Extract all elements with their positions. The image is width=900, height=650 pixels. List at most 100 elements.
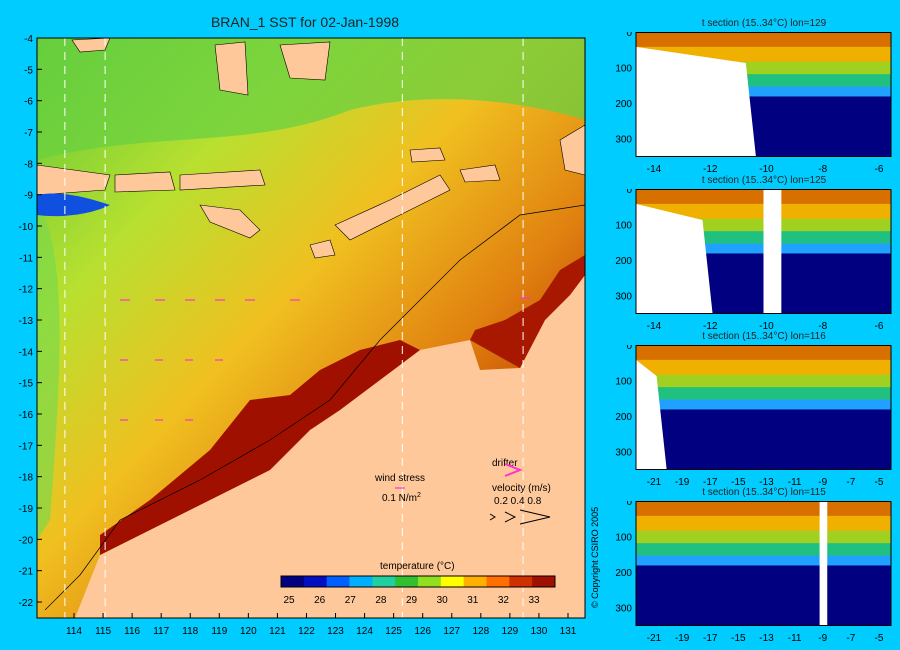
- depth-tick-label: 200: [615, 568, 632, 579]
- colorbar-tick-label: 32: [498, 595, 510, 606]
- lon-tick-label: 126: [414, 626, 431, 637]
- lon-tick-label: 130: [531, 626, 548, 637]
- lon-tick-label: 120: [240, 626, 257, 637]
- lon-tick-label: 116: [124, 626, 140, 637]
- temperature-layer: [636, 530, 891, 544]
- depth-tick-label: 0: [626, 345, 632, 352]
- lat-tick-label: -7: [846, 633, 855, 644]
- colorbar-tick-label: 30: [437, 595, 449, 606]
- lat-tick-label: -15: [731, 477, 746, 488]
- lon-tick-label: 121: [269, 626, 286, 637]
- lat-tick-label: -4: [24, 34, 33, 45]
- lat-tick-label: -6: [24, 97, 33, 108]
- velocity-scale-arrows: [489, 509, 551, 525]
- colorbar-swatch: [303, 576, 328, 587]
- lon-tick-label: 114: [66, 626, 82, 637]
- lat-tick-label: -17: [703, 633, 718, 644]
- depth-tick-label: 100: [615, 376, 632, 387]
- section-panel: 0 100 200 300 -14 -12 -10 -8 -6: [615, 189, 892, 332]
- temperature-colorbar: [280, 575, 556, 588]
- depth-tick-label: 200: [615, 256, 632, 267]
- lon-tick-label: 129: [502, 626, 519, 637]
- lat-tick-label: -19: [675, 633, 690, 644]
- map-title: BRAN_1 SST for 02-Jan-1998: [210, 14, 400, 30]
- seafloor-mask: [636, 203, 713, 313]
- lat-tick-label: -5: [875, 477, 884, 488]
- lat-tick-label: -14: [647, 164, 662, 175]
- velocity-arrows: [120, 297, 530, 421]
- lat-tick-label: -14: [647, 321, 662, 332]
- copyright-text: © Copyright CSIRO 2005: [590, 506, 600, 608]
- colorbar-ticks: 25 26 27 28 29 30 31 32 33: [283, 595, 540, 606]
- lat-tick-label: -11: [788, 477, 802, 488]
- warm-coastal-strip: [100, 340, 420, 555]
- depth-tick-label: 0: [626, 32, 632, 39]
- lon-tick-label: 127: [443, 626, 460, 637]
- depth-tick-label: 0: [626, 501, 632, 508]
- depth-tick-label: 300: [615, 603, 632, 614]
- depth-tick-label: 100: [615, 220, 632, 231]
- seafloor-mask: [636, 359, 667, 469]
- section-title: t section (15..34°C) lon=129: [701, 18, 827, 29]
- lat-tick-label: -21: [647, 477, 662, 488]
- lat-tick-label: -15: [19, 379, 34, 390]
- section-frame: [635, 345, 892, 470]
- lat-tick-label: -6: [875, 164, 884, 175]
- temperature-layer: [636, 387, 891, 401]
- depth-tick-label: 200: [615, 99, 632, 110]
- lat-tick-label: -8: [818, 321, 827, 332]
- lat-tick-label: -8: [818, 164, 827, 175]
- lon-tick-label: 131: [560, 626, 577, 637]
- longitude-axis: 114 115 116 117 118 119 120 121 122 123 124 125 126 1…: [66, 613, 577, 637]
- colorbar-tick-label: 26: [314, 595, 326, 606]
- temperature-layer: [636, 399, 891, 410]
- lat-tick-label: -5: [24, 65, 33, 76]
- indonesian-islands: [36, 37, 586, 259]
- cool-water-band: [37, 38, 585, 160]
- lat-tick-label: -9: [818, 633, 827, 644]
- colorbar-swatch: [463, 576, 487, 587]
- depth-tick-label: 300: [615, 291, 632, 302]
- section-frame: [635, 32, 892, 157]
- lon-tick-label: 123: [327, 626, 344, 637]
- colorbar-tick-label: 33: [528, 595, 540, 606]
- sst-map: 114 115 116 117 118 119 120 121 122 123 124 125 126 1…: [19, 34, 586, 637]
- lat-tick-label: -7: [24, 128, 33, 139]
- lat-tick-label: -13: [759, 633, 774, 644]
- lat-tick-label: -16: [19, 410, 34, 421]
- lat-tick-label: -10: [759, 164, 774, 175]
- lat-tick-label: -11: [19, 253, 33, 264]
- section-panel: 0 100 200 300 -14 -12 -10 -8 -6: [615, 32, 892, 175]
- depth-tick-label: 200: [615, 412, 632, 423]
- warm-coastal-strip-east: [470, 255, 585, 368]
- colorbar-tick-label: 25: [283, 595, 295, 606]
- temperature-layer: [636, 565, 891, 626]
- lat-tick-label: -18: [19, 473, 34, 484]
- lat-tick-label: -13: [19, 316, 34, 327]
- drifter-label: drifter: [492, 458, 518, 469]
- colorbar-swatch: [326, 576, 350, 587]
- land-gap: [763, 189, 782, 313]
- temperature-layer: [636, 86, 891, 97]
- lat-tick-label: -6: [875, 321, 884, 332]
- australia-land: [75, 275, 585, 618]
- lat-tick-label: -20: [19, 535, 34, 546]
- colorbar-swatch: [395, 576, 419, 587]
- section-lines: [64, 38, 524, 618]
- colorbar-tick-label: 31: [467, 595, 479, 606]
- lat-tick-label: -8: [24, 159, 33, 170]
- lat-tick-label: -14: [19, 347, 34, 358]
- wind-unit-label: 0.1 N/m2: [382, 492, 421, 504]
- lon-tick-label: 117: [153, 626, 169, 637]
- temperature-layer: [636, 359, 891, 376]
- lat-tick-label: -17: [703, 477, 718, 488]
- colorbar-swatch: [486, 576, 510, 587]
- land-gap: [819, 501, 828, 625]
- temperature-layer: [636, 32, 891, 48]
- colorbar-swatch: [418, 576, 442, 587]
- lat-tick-label: -12: [703, 164, 718, 175]
- cold-patch: [37, 193, 110, 217]
- colorbar-swatch: [281, 576, 305, 587]
- temperature-layer: [636, 555, 891, 566]
- section-frame: [635, 501, 892, 626]
